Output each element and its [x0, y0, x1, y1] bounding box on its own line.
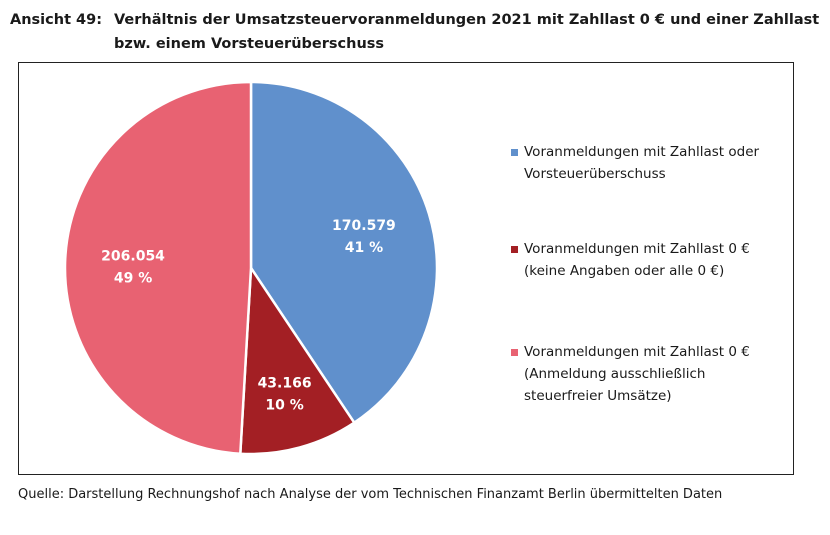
- chart-title: Ansicht 49: Verhältnis der Umsatzsteuervo…: [10, 8, 820, 56]
- legend-item-3: Voranmeldungen mit Zahllast 0 € (Anmeldu…: [511, 341, 791, 407]
- legend-swatch-2: [511, 246, 518, 253]
- pie-slice-2: [238, 264, 356, 456]
- legend-item-1: Voranmeldungen mit Zahllast oder Vorsteu…: [511, 141, 791, 185]
- figure-label: Ansicht 49:: [10, 12, 103, 28]
- title-line-2: bzw. einem Vorsteuerüberschuss: [114, 36, 385, 52]
- legend-item-2: Voranmeldungen mit Zahllast 0 € (keine A…: [511, 238, 791, 282]
- chart-frame: 170.579 41 % 43.166 10 % 206.054 49 % Voranme…: [18, 62, 794, 475]
- slice-value-label-2: 43.166: [258, 376, 312, 392]
- slice-value-label-1: 170.579: [332, 218, 396, 234]
- source-note: Quelle: Darstellung Rechnungshof nach An…: [18, 487, 723, 502]
- legend-swatch-3: [511, 349, 518, 356]
- slice-percent-label-3: 49 %: [114, 271, 152, 287]
- legend-label-1: Voranmeldungen mit Zahllast oder Vorsteu…: [524, 144, 760, 182]
- legend-label-2: Voranmeldungen mit Zahllast 0 € (keine A…: [524, 241, 750, 279]
- pie-chart: 170.579 41 % 43.166 10 % 206.054 49 %: [63, 80, 439, 456]
- title-line-1: Verhältnis der Umsatzsteuervoranmeldunge…: [114, 12, 820, 28]
- slice-value-label-3: 206.054: [101, 249, 165, 265]
- legend-label-3: Voranmeldungen mit Zahllast 0 € (Anmeldu…: [524, 344, 750, 404]
- slice-percent-label-1: 41 %: [345, 240, 383, 256]
- pie-slice-3: [63, 80, 253, 456]
- slice-percent-label-2: 10 %: [265, 398, 303, 414]
- legend-swatch-1: [511, 149, 518, 156]
